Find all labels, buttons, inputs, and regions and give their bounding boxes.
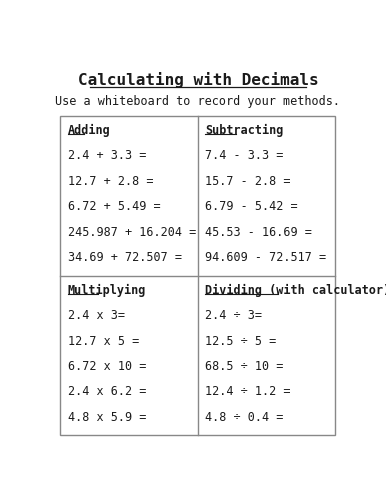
Text: Calculating with Decimals: Calculating with Decimals	[78, 72, 318, 88]
Text: Dividing (with calculator): Dividing (with calculator)	[205, 284, 386, 297]
Text: Multiplying: Multiplying	[68, 284, 146, 297]
Text: 12.7 + 2.8 =: 12.7 + 2.8 =	[68, 174, 153, 188]
Text: 7.4 - 3.3 =: 7.4 - 3.3 =	[205, 150, 284, 162]
Text: 2.4 x 6.2 =: 2.4 x 6.2 =	[68, 386, 146, 398]
Text: 12.5 ÷ 5 =: 12.5 ÷ 5 =	[205, 334, 276, 347]
Text: 4.8 ÷ 0.4 =: 4.8 ÷ 0.4 =	[205, 410, 284, 424]
Text: 45.53 - 16.69 =: 45.53 - 16.69 =	[205, 226, 312, 238]
Text: 6.72 x 10 =: 6.72 x 10 =	[68, 360, 146, 373]
Text: Subtracting: Subtracting	[205, 124, 284, 138]
Text: 2.4 ÷ 3=: 2.4 ÷ 3=	[205, 309, 262, 322]
Text: 2.4 x 3=: 2.4 x 3=	[68, 309, 125, 322]
Text: 6.72 + 5.49 =: 6.72 + 5.49 =	[68, 200, 160, 213]
Text: 34.69 + 72.507 =: 34.69 + 72.507 =	[68, 251, 182, 264]
Text: 4.8 x 5.9 =: 4.8 x 5.9 =	[68, 410, 146, 424]
Text: 94.609 - 72.517 =: 94.609 - 72.517 =	[205, 251, 327, 264]
Text: 2.4 + 3.3 =: 2.4 + 3.3 =	[68, 150, 146, 162]
Bar	[60, 116, 335, 436]
Text: 12.4 ÷ 1.2 =: 12.4 ÷ 1.2 =	[205, 386, 291, 398]
Text: 245.987 + 16.204 =: 245.987 + 16.204 =	[68, 226, 196, 238]
Text: Adding: Adding	[68, 124, 110, 138]
Text: 15.7 - 2.8 =: 15.7 - 2.8 =	[205, 174, 291, 188]
Text: 12.7 x 5 =: 12.7 x 5 =	[68, 334, 139, 347]
Text: 6.79 - 5.42 =: 6.79 - 5.42 =	[205, 200, 298, 213]
Text: Use a whiteboard to record your methods.: Use a whiteboard to record your methods.	[55, 94, 340, 108]
Text: 68.5 ÷ 10 =: 68.5 ÷ 10 =	[205, 360, 284, 373]
